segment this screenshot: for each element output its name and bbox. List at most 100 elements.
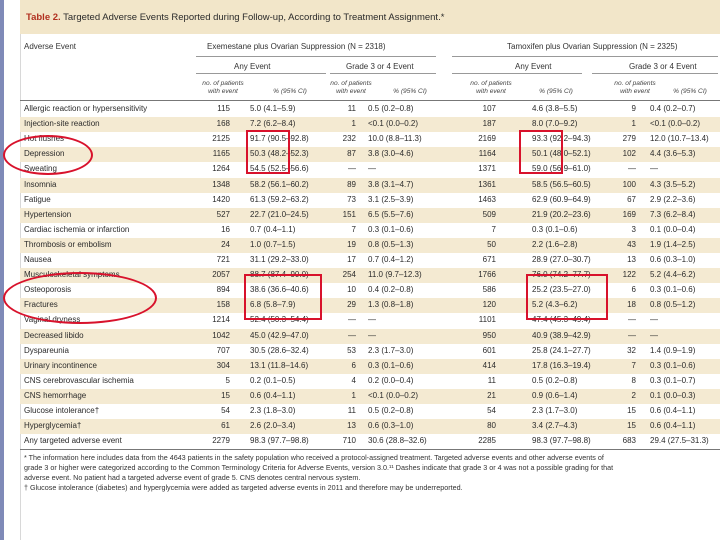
- cell-tamoxifen-count: 1164: [478, 149, 496, 159]
- cell-exemestane-grade34-pct: 0.8 (0.5–1.3): [368, 239, 414, 249]
- cell-event: Urinary incontinence: [24, 360, 97, 370]
- cell-tamoxifen-pct: 25.2 (23.5–27.0): [532, 285, 591, 295]
- cell-exemestane-grade34-pct: 6.5 (5.5–7.6): [368, 209, 414, 219]
- footnote-line: † Glucose intolerance (diabetes) and hyp…: [24, 483, 463, 492]
- cell-tamoxifen-grade34-count: 169: [622, 209, 636, 219]
- cell-exemestane-pct: 50.3 (48.2–52.3): [250, 149, 309, 159]
- cell-exemestane-pct: 22.7 (21.0–24.5): [250, 209, 309, 219]
- cell-exemestane-grade34-pct: 3.8 (3.0–4.6): [368, 149, 414, 159]
- cell-tamoxifen-grade34-count: 122: [622, 270, 636, 280]
- table-row: Cardiac ischemia or infarction 16 0.7 (0.4…: [20, 223, 720, 238]
- cell-tamoxifen-grade34-count: 18: [627, 300, 636, 310]
- cell-exemestane-grade34-count: 13: [347, 421, 356, 431]
- cell-event: CNS cerebrovascular ischemia: [24, 375, 134, 385]
- cell-event: Nausea: [24, 255, 52, 264]
- cell-exemestane-grade34-count: 10: [347, 285, 356, 295]
- table-caption: Targeted Adverse Events Reported during …: [63, 12, 445, 23]
- cell-exemestane-grade34-pct: 11.0 (9.7–12.3): [368, 270, 422, 280]
- g1-any-rule: [196, 73, 326, 74]
- cell-exemestane-grade34-count: 710: [342, 436, 356, 446]
- cell-exemestane-count: 15: [221, 390, 230, 400]
- g2-grade-rule: [592, 73, 718, 74]
- cell-tamoxifen-grade34-pct: 0.3 (0.1–0.7): [650, 375, 696, 385]
- table-row: Glucose intolerance† 54 2.3 (1.8–3.0) 11 0.5…: [20, 404, 720, 419]
- table-row: Urinary incontinence 304 13.1 (11.8–14.6) 6…: [20, 358, 720, 374]
- cell-tamoxifen-grade34-pct: 1.9 (1.4–2.5): [650, 239, 696, 249]
- cell-tamoxifen-pct: 28.9 (27.0–30.7): [532, 255, 591, 264]
- cell-tamoxifen-grade34-count: 8: [631, 375, 636, 385]
- table-row: Hot flushes 2125 91.7 (90.5–92.8) 232 10.0 (…: [20, 132, 720, 147]
- table-row: Depression 1165 50.3 (48.2–52.3) 87 3.8 (3.0…: [20, 147, 720, 163]
- table-row: Decreased libido 1042 45.0 (42.9–47.0) — — 95…: [20, 328, 720, 344]
- cell-exemestane-grade34-count: 1: [351, 119, 356, 129]
- cell-exemestane-pct: 7.2 (6.2–8.4): [250, 119, 296, 129]
- cell-exemestane-grade34-count: 73: [347, 194, 356, 204]
- g1-grade-rule: [330, 73, 436, 74]
- cell-exemestane-grade34-count: 254: [342, 270, 356, 280]
- table-row: Sweating 1264 54.5 (52.5–56.6) — —1371 59.0 (…: [20, 162, 720, 177]
- cell-exemestane-grade34-count: 89: [347, 179, 356, 189]
- cell-exemestane-count: 1214: [212, 315, 230, 325]
- cell-exemestane-count: 5: [225, 375, 230, 385]
- cell-tamoxifen-grade34-count: 15: [627, 406, 636, 415]
- cell-event: Allergic reaction or hypersensitivity: [24, 104, 148, 113]
- cell-exemestane-grade34-pct: 10.0 (8.8–11.3): [368, 134, 422, 144]
- cell-tamoxifen-grade34-pct: 2.9 (2.2–3.6): [650, 194, 696, 204]
- cell-exemestane-pct: 2.6 (2.0–3.4): [250, 421, 296, 431]
- table-title: Table 2. Targeted Adverse Events Reporte…: [26, 12, 444, 23]
- cell-exemestane-grade34-count: 11: [347, 104, 356, 113]
- cell-tamoxifen-count: 187: [482, 119, 496, 129]
- cell-tamoxifen-count: 21: [487, 390, 496, 400]
- cell-tamoxifen-pct: 4.6 (3.8–5.5): [532, 104, 578, 113]
- cell-tamoxifen-grade34-count: 1: [631, 119, 636, 129]
- cell-exemestane-grade34-count: 151: [342, 209, 356, 219]
- cell-tamoxifen-grade34-pct: 0.6 (0.3–1.0): [650, 255, 696, 264]
- cell-tamoxifen-pct: 5.2 (4.3–6.2): [532, 300, 578, 310]
- cell-tamoxifen-grade34-pct: 1.4 (0.9–1.9): [650, 345, 696, 355]
- cell-exemestane-count: 61: [221, 421, 230, 431]
- cell-tamoxifen-count: 414: [482, 360, 496, 370]
- cell-tamoxifen-count: 671: [482, 255, 496, 264]
- cell-exemestane-pct: 61.3 (59.2–63.2): [250, 194, 309, 204]
- cell-exemestane-count: 1348: [212, 179, 230, 189]
- cell-tamoxifen-count: 1371: [478, 164, 496, 174]
- cell-tamoxifen-grade34-pct: 4.4 (3.6–5.3): [650, 149, 696, 159]
- sub-header-npatients: no. of patients with event: [198, 80, 248, 96]
- footnote-line: grade 3 or higher were categorized accor…: [24, 463, 614, 472]
- cell-exemestane-pct: 54.5 (52.5–56.6): [250, 164, 309, 174]
- sub-header-line: with event: [336, 88, 366, 95]
- cell-exemestane-grade34-count: 87: [347, 149, 356, 159]
- cell-tamoxifen-grade34-pct: 0.3 (0.1–0.6): [650, 360, 696, 370]
- cell-tamoxifen-grade34-count: 9: [631, 104, 636, 113]
- g1-grade34-header: Grade 3 or 4 Event: [346, 62, 414, 71]
- cell-tamoxifen-grade34-pct: —: [650, 164, 658, 174]
- cell-exemestane-grade34-pct: 0.3 (0.1–0.6): [368, 360, 414, 370]
- cell-tamoxifen-pct: 2.2 (1.6–2.8): [532, 239, 578, 249]
- cell-exemestane-grade34-pct: —: [368, 164, 376, 174]
- group1-rule: [196, 56, 436, 57]
- cell-tamoxifen-grade34-pct: 0.1 (0.0–0.3): [650, 390, 696, 400]
- cell-tamoxifen-grade34-count: —: [628, 315, 636, 325]
- cell-exemestane-grade34-pct: —: [368, 315, 376, 325]
- cell-tamoxifen-pct: 0.5 (0.2–0.8): [532, 375, 578, 385]
- cell-exemestane-grade34-pct: 3.1 (2.5–3.9): [368, 194, 414, 204]
- table-row: Fractures 158 6.8 (5.8–7.9) 29 1.3 (0.8–1.8)…: [20, 298, 720, 314]
- cell-exemestane-grade34-count: 1: [351, 390, 356, 400]
- cell-exemestane-pct: 0.6 (0.4–1.1): [250, 390, 296, 400]
- cell-tamoxifen-grade34-pct: 0.6 (0.4–1.1): [650, 421, 696, 431]
- cell-tamoxifen-grade34-count: 15: [627, 421, 636, 431]
- highlight-ellipse-musculoskeletal-osteoporosis: [3, 272, 157, 324]
- cell-tamoxifen-grade34-pct: —: [650, 315, 658, 325]
- cell-tamoxifen-count: 1101: [478, 315, 496, 325]
- g2-any-event-header: Any Event: [515, 62, 552, 71]
- cell-tamoxifen-count: 601: [482, 345, 496, 355]
- cell-exemestane-grade34-pct: 30.6 (28.8–32.6): [368, 436, 427, 446]
- cell-exemestane-grade34-pct: 2.3 (1.7–3.0): [368, 345, 414, 355]
- cell-tamoxifen-pct: 17.8 (16.3–19.4): [532, 360, 591, 370]
- sub-header-pct: % (95% CI): [539, 88, 573, 95]
- cell-event: Dyspareunia: [24, 345, 69, 355]
- table-bottom-rule: [20, 449, 720, 450]
- cell-exemestane-grade34-count: 6: [351, 360, 356, 370]
- cell-exemestane-count: 894: [216, 285, 230, 295]
- cell-event: Hyperglycemia†: [24, 421, 82, 431]
